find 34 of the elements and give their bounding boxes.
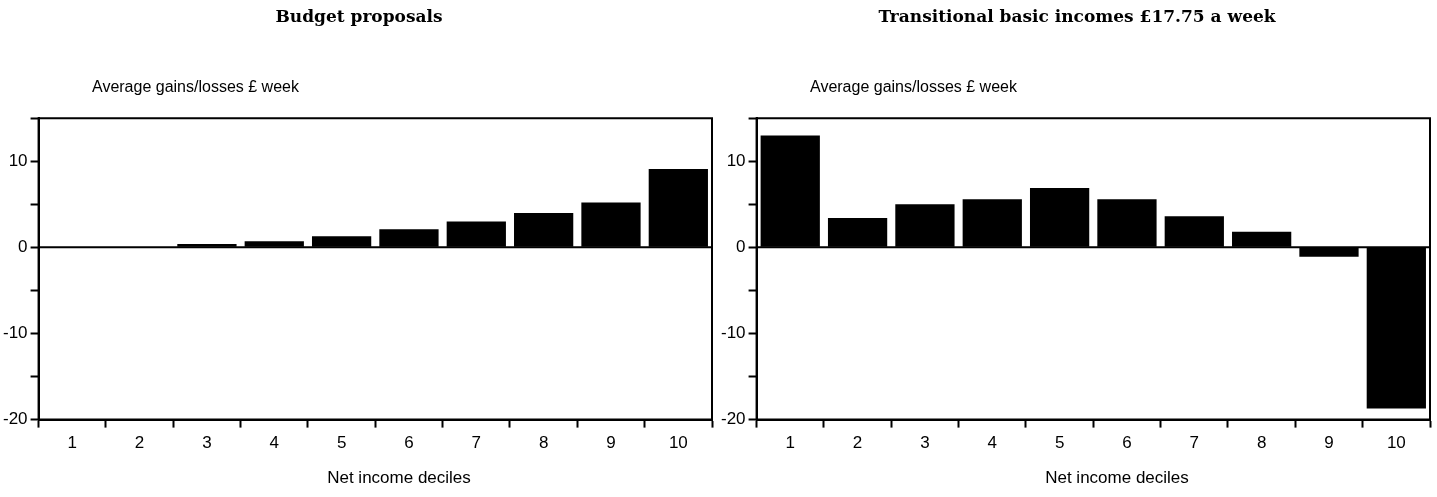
x-tick-label: 3 — [920, 433, 930, 453]
x-tick-label: 6 — [404, 433, 414, 453]
x-tick-label: 10 — [668, 433, 688, 453]
x-tick-label: 10 — [1386, 433, 1406, 453]
x-tick-label: 7 — [1189, 433, 1200, 453]
x-tick-label: 8 — [538, 433, 549, 453]
y-tick-label: 10 — [8, 150, 28, 170]
x-tick-label: 1 — [67, 433, 77, 453]
x-tick-label: 1 — [785, 433, 795, 453]
x-tick-label: 2 — [852, 433, 863, 453]
y-tick-label: -10 — [2, 323, 28, 343]
y-tick-label: -20 — [2, 409, 28, 429]
x-tick-label: 5 — [1054, 433, 1065, 453]
x-tick-label: 4 — [269, 433, 280, 453]
y-axis-title: Average gains/losses £ week — [92, 78, 299, 96]
x-tick-label: 4 — [987, 433, 998, 453]
y-tick-label: -10 — [720, 323, 746, 343]
y-axis-title: Average gains/losses £ week — [810, 78, 1017, 96]
x-axis-title: Net income deciles — [1044, 468, 1190, 488]
y-tick-label: -20 — [720, 409, 746, 429]
chart-title: Budget proposals — [274, 6, 444, 26]
x-tick-label: 9 — [606, 433, 616, 453]
x-tick-label: 2 — [134, 433, 145, 453]
y-tick-label: 0 — [736, 237, 746, 257]
y-tick-label: 10 — [726, 150, 746, 170]
x-axis-title: Net income deciles — [326, 468, 472, 488]
x-tick-label: 5 — [336, 433, 347, 453]
chart-title: Transitional basic incomes £17.75 a week — [877, 6, 1277, 26]
x-tick-label: 9 — [1324, 433, 1334, 453]
x-tick-label: 8 — [1256, 433, 1267, 453]
y-tick-label: 0 — [18, 237, 28, 257]
x-tick-label: 3 — [202, 433, 212, 453]
x-tick-label: 6 — [1122, 433, 1132, 453]
x-tick-label: 7 — [471, 433, 482, 453]
